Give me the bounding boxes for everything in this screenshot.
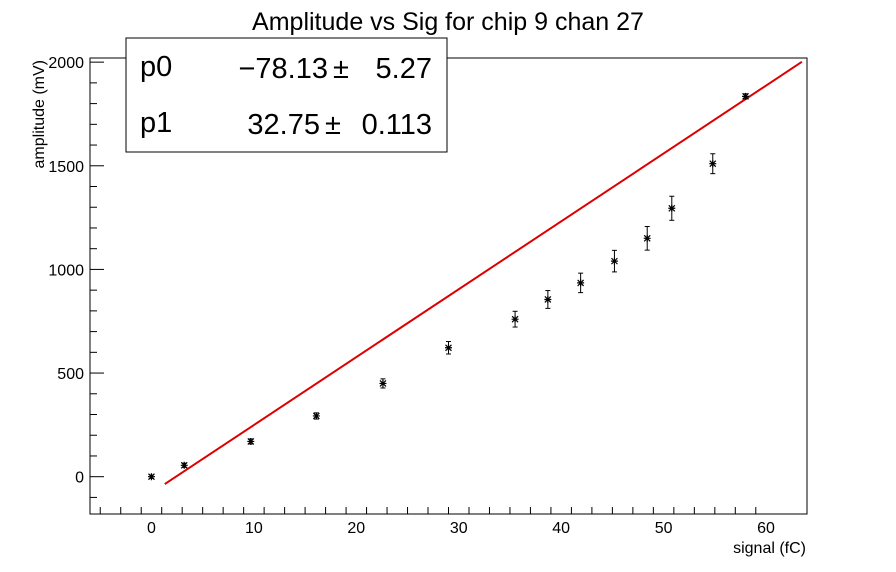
stat-p1-pm: ± [325, 109, 341, 141]
stat-p1-error: 0.113 [362, 109, 432, 141]
data-points [147, 92, 750, 481]
fit-line [164, 61, 803, 485]
point-marker [709, 160, 717, 168]
x-tick-label: 20 [347, 520, 365, 537]
point-marker [511, 315, 519, 323]
x-axis-ticks [99, 507, 757, 514]
point-marker [445, 344, 452, 352]
data-point [511, 310, 519, 328]
point-marker [147, 473, 155, 481]
x-tick-label: 50 [655, 520, 673, 537]
x-tick-label: 40 [552, 520, 570, 537]
x-tick-label: 0 [147, 520, 156, 537]
data-point [147, 473, 155, 481]
data-point [643, 226, 651, 251]
data-point [577, 272, 585, 294]
point-marker [247, 437, 255, 445]
y-tick-label: 0 [75, 470, 84, 487]
stat-p0-error: 5.27 [376, 53, 432, 85]
stat-p0-value: −78.13 [238, 53, 328, 85]
point-marker [544, 295, 552, 303]
y-tick-label: 500 [57, 366, 84, 383]
y-axis-tick-labels: 0 500 1000 1500 2000 [48, 55, 84, 487]
stat-p1-name: p1 [140, 107, 172, 139]
chart-title: Amplitude vs Sig for chip 9 chan 27 [252, 8, 644, 36]
y-tick-label: 1500 [48, 159, 84, 176]
point-marker [668, 204, 676, 212]
stat-p1-value: 32.75 [247, 109, 320, 141]
data-point [445, 341, 452, 355]
stat-p0-name: p0 [140, 51, 172, 83]
x-tick-label: 60 [757, 520, 775, 537]
stat-p0-pm: ± [333, 53, 349, 85]
stats-box-frame [125, 37, 448, 153]
point-marker [180, 461, 188, 469]
y-tick-label: 1000 [48, 262, 84, 279]
point-marker [379, 379, 387, 387]
point-marker [577, 279, 585, 287]
point-marker [312, 412, 320, 420]
point-marker [610, 257, 618, 265]
data-point [668, 195, 676, 221]
data-point [544, 290, 552, 309]
y-tick-label: 2000 [48, 55, 84, 72]
data-point [742, 92, 750, 100]
fit-stats-box: p0 −78.13 ± 5.27 p1 32.75 ± 0.113 [125, 37, 448, 153]
x-tick-label: 30 [450, 520, 468, 537]
data-point [180, 461, 188, 469]
data-point [379, 378, 387, 389]
y-axis-ticks [90, 61, 104, 498]
data-point [312, 412, 320, 420]
fit-layer [164, 61, 803, 485]
x-tick-label: 10 [245, 520, 263, 537]
y-axis-title: amplitude (mV) [31, 60, 48, 168]
x-axis-title: signal (fC) [733, 540, 806, 557]
point-marker [742, 92, 750, 100]
point-marker [643, 234, 651, 242]
data-point [247, 437, 255, 445]
x-axis-tick-labels: 0 10 20 30 40 50 60 [147, 520, 775, 537]
data-point [610, 249, 618, 273]
data-point [709, 153, 717, 175]
